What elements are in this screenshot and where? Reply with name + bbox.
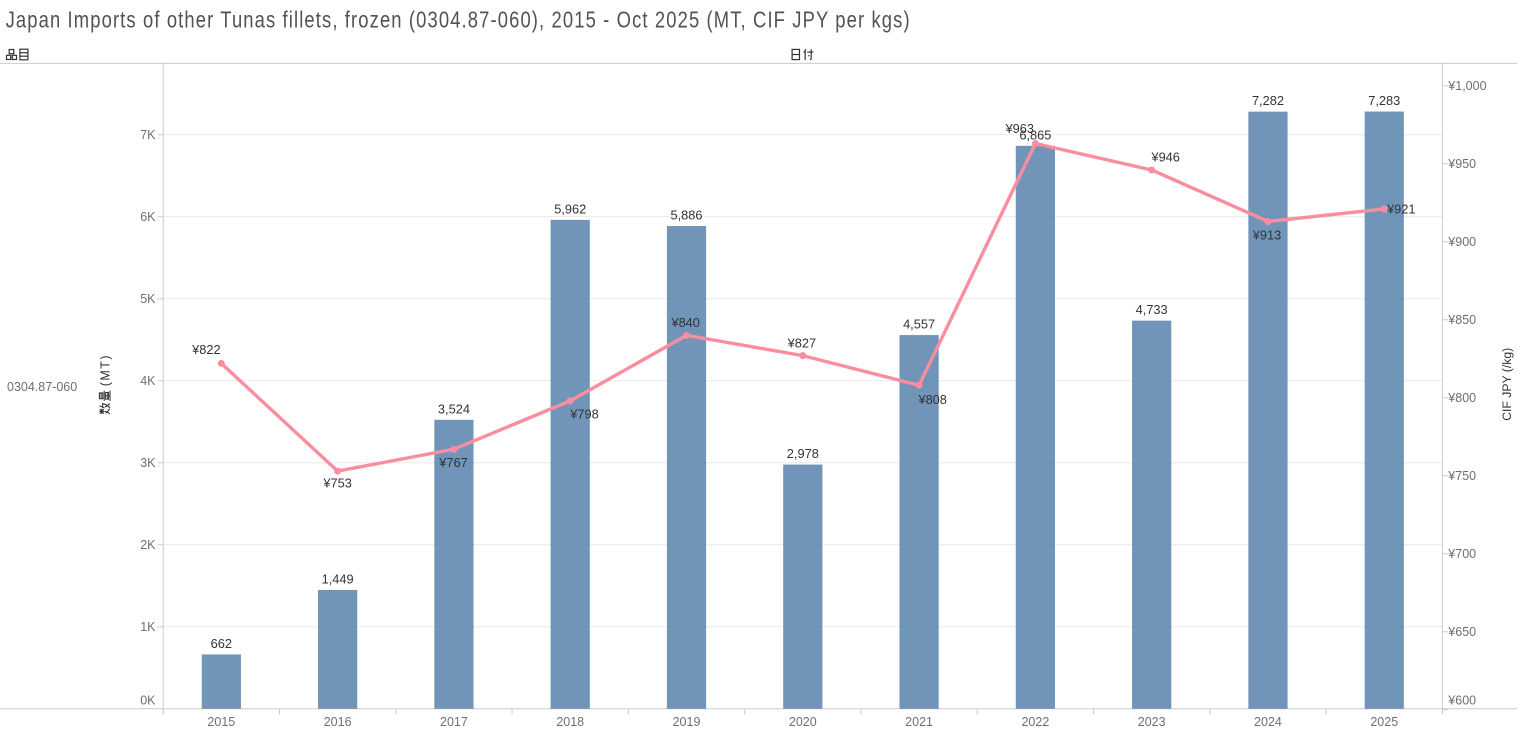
svg-text:0304.87-060: 0304.87-060 bbox=[7, 380, 77, 394]
svg-text:5,962: 5,962 bbox=[554, 201, 586, 216]
svg-text:¥921: ¥921 bbox=[1386, 202, 1415, 217]
svg-text:2K: 2K bbox=[140, 538, 156, 552]
svg-text:2025: 2025 bbox=[1370, 715, 1398, 729]
svg-text:662: 662 bbox=[211, 636, 232, 651]
svg-text:¥700: ¥700 bbox=[1447, 547, 1476, 561]
svg-text:2021: 2021 bbox=[905, 715, 933, 729]
svg-text:2017: 2017 bbox=[440, 715, 468, 729]
svg-text:6,865: 6,865 bbox=[1019, 127, 1051, 142]
svg-text:2019: 2019 bbox=[673, 715, 701, 729]
svg-text:¥827: ¥827 bbox=[787, 335, 816, 350]
svg-text:Japan Imports of other Tunas f: Japan Imports of other Tunas fillets, fr… bbox=[6, 8, 910, 33]
svg-text:2015: 2015 bbox=[207, 715, 235, 729]
svg-text:¥750: ¥750 bbox=[1447, 469, 1476, 483]
svg-text:2016: 2016 bbox=[324, 715, 352, 729]
svg-text:2020: 2020 bbox=[789, 715, 817, 729]
svg-text:¥650: ¥650 bbox=[1447, 625, 1476, 639]
svg-text:2023: 2023 bbox=[1138, 715, 1166, 729]
svg-text:¥600: ¥600 bbox=[1447, 693, 1476, 707]
svg-text:7,282: 7,282 bbox=[1252, 93, 1284, 108]
svg-text:¥840: ¥840 bbox=[670, 315, 699, 330]
svg-text:¥850: ¥850 bbox=[1447, 313, 1476, 327]
svg-text:3,524: 3,524 bbox=[438, 401, 470, 416]
svg-text:¥950: ¥950 bbox=[1447, 157, 1476, 171]
svg-text:7,283: 7,283 bbox=[1368, 93, 1400, 108]
svg-text:4,733: 4,733 bbox=[1136, 302, 1168, 317]
svg-text:0K: 0K bbox=[140, 693, 156, 707]
svg-text:¥946: ¥946 bbox=[1150, 150, 1179, 165]
svg-text:5,886: 5,886 bbox=[670, 208, 702, 223]
svg-text:1K: 1K bbox=[140, 620, 156, 634]
svg-text:¥913: ¥913 bbox=[1252, 228, 1281, 243]
svg-text:5K: 5K bbox=[140, 292, 156, 306]
svg-text:CIF JPY (/kg): CIF JPY (/kg) bbox=[1500, 348, 1514, 421]
svg-text:4,557: 4,557 bbox=[903, 317, 935, 332]
svg-text:(MT): (MT) bbox=[98, 354, 112, 386]
svg-text:¥822: ¥822 bbox=[191, 342, 220, 357]
svg-text:¥1,000: ¥1,000 bbox=[1447, 79, 1486, 93]
svg-text:3K: 3K bbox=[140, 456, 156, 470]
svg-text:¥808: ¥808 bbox=[917, 392, 946, 407]
svg-text:2,978: 2,978 bbox=[787, 446, 819, 461]
svg-text:2018: 2018 bbox=[556, 715, 584, 729]
svg-text:4K: 4K bbox=[140, 374, 156, 388]
svg-text:6K: 6K bbox=[140, 210, 156, 224]
svg-text:¥800: ¥800 bbox=[1447, 391, 1476, 405]
svg-text:¥900: ¥900 bbox=[1447, 235, 1476, 249]
svg-text:1,449: 1,449 bbox=[322, 572, 354, 587]
svg-text:2024: 2024 bbox=[1254, 715, 1282, 729]
svg-text:¥798: ¥798 bbox=[569, 407, 598, 422]
svg-text:¥963: ¥963 bbox=[1005, 121, 1034, 136]
svg-text:¥767: ¥767 bbox=[438, 455, 467, 470]
svg-text:¥753: ¥753 bbox=[322, 476, 351, 491]
svg-text:7K: 7K bbox=[140, 128, 156, 142]
svg-text:2022: 2022 bbox=[1021, 715, 1049, 729]
